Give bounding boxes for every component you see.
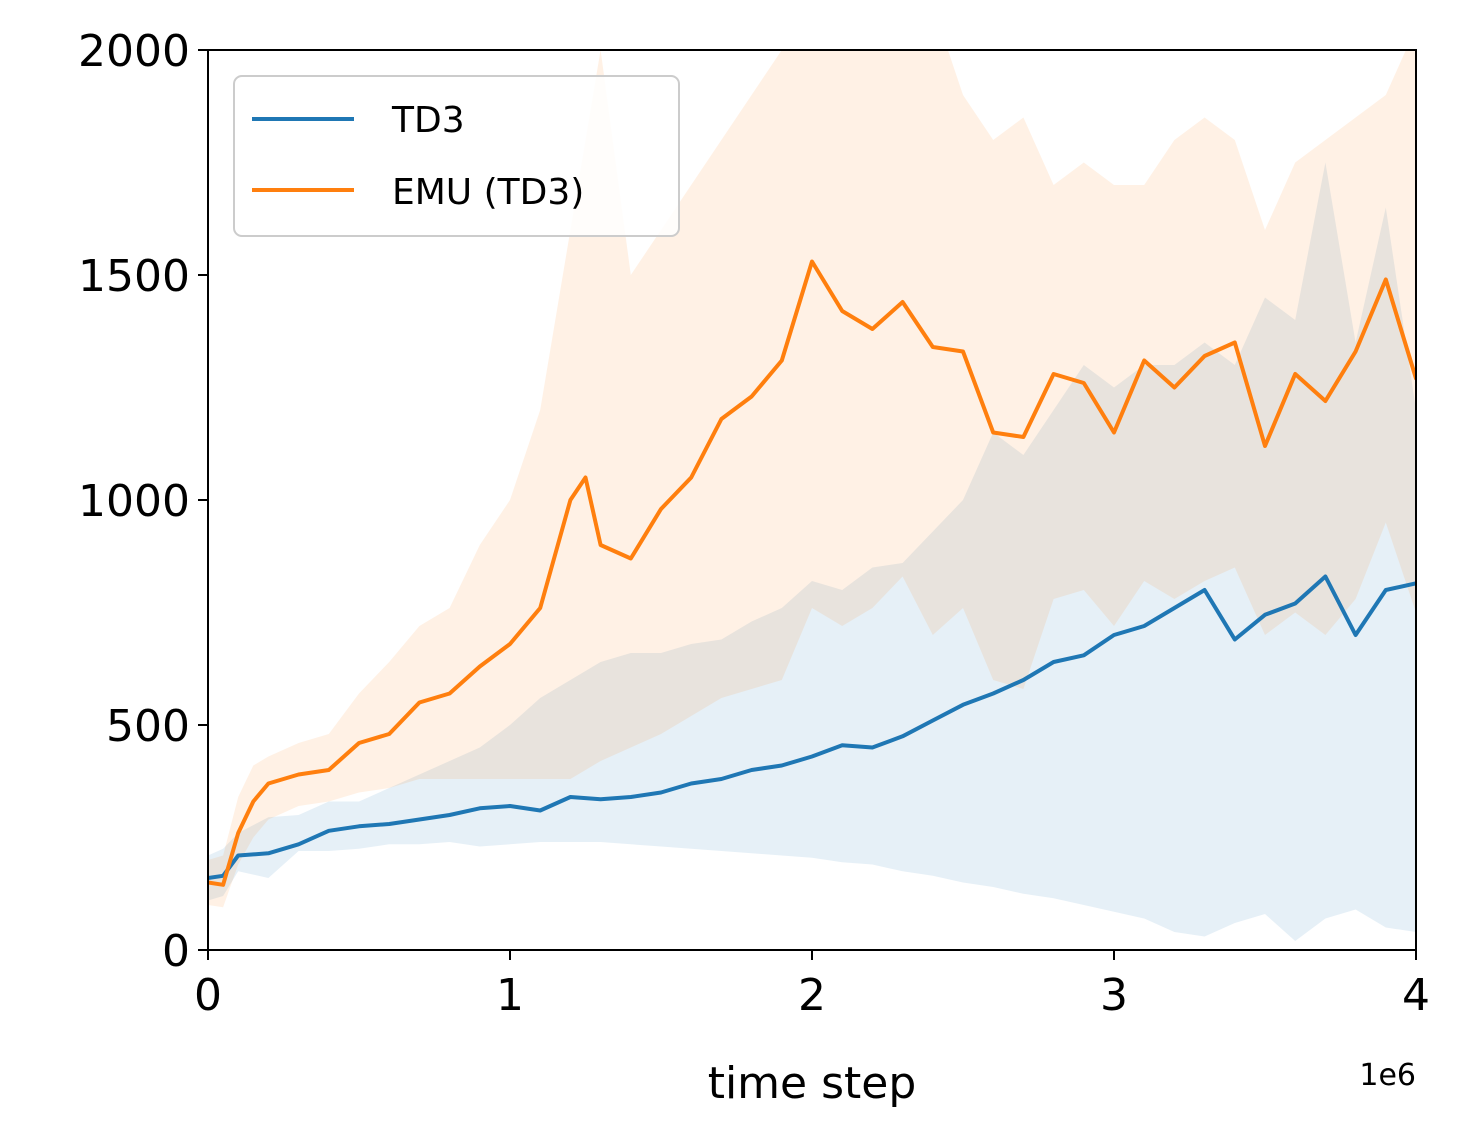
x-tick-label: 1 <box>496 970 524 1021</box>
y-tick-label: 0 <box>162 926 190 977</box>
x-tick-label: 4 <box>1402 970 1430 1021</box>
legend: TD3 EMU (TD3) <box>233 75 680 237</box>
y-tick-label: 1000 <box>78 476 190 527</box>
legend-box <box>233 75 680 237</box>
legend-label-td3: TD3 <box>391 100 465 141</box>
x-tick-label: 3 <box>1100 970 1128 1021</box>
band-emu-td3 <box>208 50 1416 908</box>
x-axis-title: time step <box>708 1058 917 1109</box>
band-td3 <box>208 162 1416 941</box>
x-axis: 0 1 2 3 4 <box>194 950 1430 1021</box>
legend-label-emu: EMU (TD3) <box>392 172 584 213</box>
x-tick-label: 0 <box>194 970 222 1021</box>
series-line-td3 <box>208 574 1416 880</box>
y-tick-label: 500 <box>106 701 190 752</box>
y-axis: 0 500 1000 1500 2000 <box>78 26 208 977</box>
y-tick-label: 2000 <box>78 26 190 77</box>
x-axis-offset-label: 1e6 <box>1359 1058 1416 1093</box>
confidence-bands <box>208 50 1416 941</box>
y-tick-label: 1500 <box>78 251 190 302</box>
series-line-emu-td3 <box>208 259 1416 887</box>
series-lines <box>208 259 1416 887</box>
x-tick-label: 2 <box>798 970 826 1021</box>
